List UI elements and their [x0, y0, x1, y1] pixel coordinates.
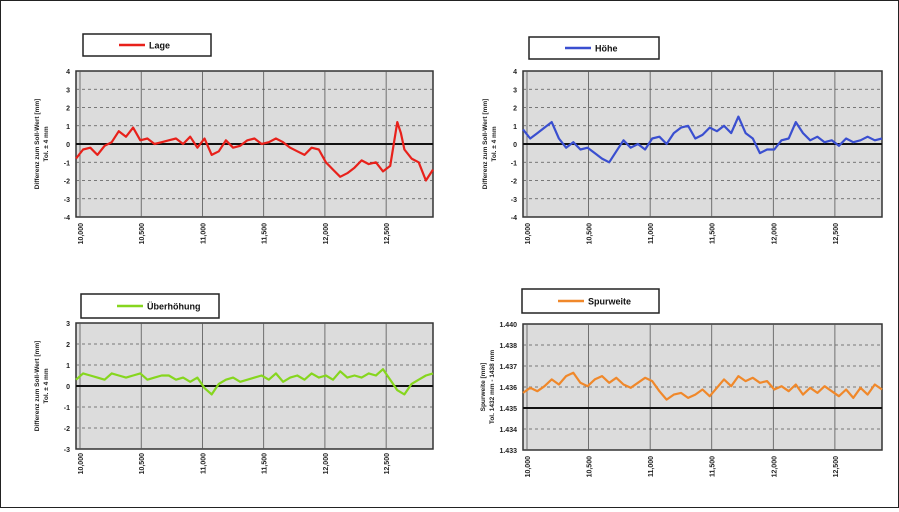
series-line-0 [522, 371, 883, 401]
y-tick-label: -3 [64, 447, 70, 454]
y-axis-sublabel: Tol. ± 4 mm [43, 126, 50, 161]
chart-0: 4 3 2 1 0 -1 -2 -3 -4 10,000 10,500 11,000 11,500 12,… [34, 33, 434, 245]
y-tick-label: 1.438 [499, 343, 517, 350]
y-tick-label: 4 [513, 69, 517, 76]
plot-area [522, 323, 883, 451]
legend-label: Spurweite [588, 297, 631, 307]
legend-box [528, 36, 660, 60]
x-tick-label: 11,000 [200, 453, 207, 474]
y-tick-label: 1.440 [499, 322, 517, 329]
legend-box [521, 288, 660, 314]
x-tick-label: 10,000 [78, 453, 85, 475]
legend-box [80, 293, 220, 319]
legend-label: Überhöhung [147, 302, 201, 312]
x-tick-label: 10,000 [78, 223, 85, 245]
y-tick-label: 1 [513, 124, 517, 131]
x-tick-label: 10,500 [139, 453, 146, 475]
y-tick-label: 1.436 [499, 385, 517, 392]
x-tick-label: 10,000 [525, 456, 532, 478]
y-tick-label: 1 [66, 124, 70, 131]
y-tick-label: -2 [64, 426, 70, 433]
legend-box [82, 33, 212, 57]
y-tick-label: -1 [64, 405, 70, 412]
y-tick-label: 1.433 [499, 448, 517, 455]
y-tick-label: -2 [511, 179, 517, 186]
x-tick-label: 11,500 [710, 223, 717, 244]
y-tick-label: 2 [513, 106, 517, 113]
series-line-0 [522, 115, 883, 164]
x-tick-label: 11,000 [648, 223, 655, 244]
y-tick-label: 3 [66, 87, 70, 94]
x-tick-label: 12,000 [771, 456, 778, 478]
y-tick-label: -1 [64, 160, 70, 167]
y-tick-label: 3 [513, 87, 517, 94]
y-tick-label: 1.434 [499, 427, 517, 434]
legend-label: Höhe [595, 44, 618, 54]
x-tick-label: 12,500 [833, 223, 840, 245]
y-tick-label: -1 [511, 160, 517, 167]
chart-1: 4 3 2 1 0 -1 -2 -3 -4 10,000 10,500 11,000 11,500 12,… [482, 36, 883, 245]
y-axis-label: Spurweite [mm] [480, 363, 487, 412]
y-tick-label: 1.437 [499, 364, 517, 371]
x-tick-label: 12,000 [323, 453, 330, 475]
y-tick-label: 1 [66, 363, 70, 370]
y-tick-label: 0 [513, 142, 517, 149]
x-tick-label: 11,000 [648, 456, 655, 477]
x-tick-label: 12,000 [323, 223, 330, 245]
y-axis-sublabel: Tol. ± 4 mm [491, 126, 498, 161]
x-tick-label: 12,500 [384, 223, 391, 245]
x-tick-label: 11,500 [262, 453, 269, 474]
y-tick-label: -3 [511, 197, 517, 204]
x-tick-label: 10,000 [525, 223, 532, 245]
x-tick-label: 10,500 [587, 223, 594, 245]
y-tick-label: 3 [66, 321, 70, 328]
x-tick-label: 12,000 [771, 223, 778, 245]
legend-label: Lage [149, 41, 170, 51]
y-tick-label: -3 [64, 197, 70, 204]
series-line-0 [75, 368, 434, 396]
x-tick-label: 11,500 [710, 456, 717, 477]
y-tick-label: 0 [66, 384, 70, 391]
x-tick-label: 12,500 [384, 453, 391, 475]
y-axis-label: Differenz zum Soll-Wert [mm] [34, 341, 41, 432]
chart-3: 1.440 1.438 1.437 1.436 1.435 1.434 1.433 10,00… [480, 288, 883, 478]
y-tick-label: -4 [511, 215, 517, 222]
y-axis-label: Differenz zum Soll-Wert [mm] [34, 99, 41, 190]
y-tick-label: 2 [66, 342, 70, 349]
y-tick-label: 1.435 [499, 406, 517, 413]
x-tick-label: 10,500 [587, 456, 594, 478]
series-line-0 [75, 121, 434, 182]
y-axis-label: Differenz zum Soll-Wert [mm] [482, 99, 489, 190]
x-tick-label: 11,500 [262, 223, 269, 244]
y-tick-label: 2 [66, 106, 70, 113]
x-tick-label: 10,500 [139, 223, 146, 245]
y-tick-label: 0 [66, 142, 70, 149]
x-tick-label: 12,500 [833, 456, 840, 478]
x-tick-label: 11,000 [200, 223, 207, 244]
y-tick-label: -2 [64, 179, 70, 186]
y-tick-label: -4 [64, 215, 70, 222]
chart-2: 3 2 1 0 -1 -2 -3 10,000 10,500 11,000 11,500 12,000… [34, 293, 434, 475]
y-axis-sublabel: Tol. 1432 mm - 1438 mm [489, 350, 496, 425]
y-tick-label: 4 [66, 69, 70, 76]
y-axis-sublabel: Tol. ± 4 mm [43, 368, 50, 403]
